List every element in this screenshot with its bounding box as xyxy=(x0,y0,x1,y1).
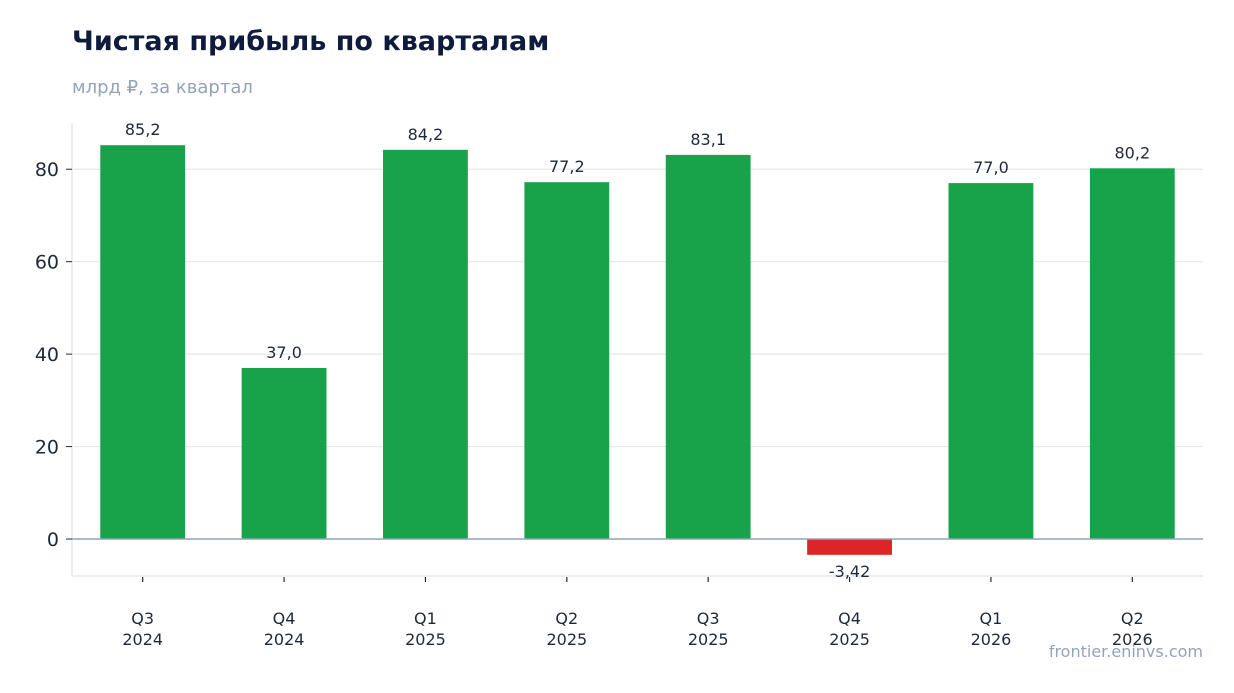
bar xyxy=(948,183,1034,540)
bar xyxy=(241,367,327,540)
x-tick-label-year: 2025 xyxy=(546,630,587,649)
x-tick-label-year: 2024 xyxy=(264,630,305,649)
bar xyxy=(100,145,186,540)
x-tick-label-year: 2024 xyxy=(122,630,163,649)
chart-subtitle: млрд ₽, за квартал xyxy=(72,77,253,98)
data-label: 84,2 xyxy=(408,125,444,144)
bar xyxy=(665,154,751,540)
y-tick-label: 40 xyxy=(35,344,59,366)
data-label: 77,2 xyxy=(549,157,585,176)
y-tick-label: 80 xyxy=(35,159,59,181)
x-tick-label-quarter: Q1 xyxy=(980,609,1003,628)
x-tick-label-quarter: Q4 xyxy=(838,609,861,628)
x-tick-label-year: 2026 xyxy=(971,630,1012,649)
data-label: 80,2 xyxy=(1115,143,1151,162)
bar xyxy=(383,149,468,540)
data-label: 37,0 xyxy=(266,343,302,362)
data-label: -3,42 xyxy=(829,562,870,581)
y-tick-label: 0 xyxy=(47,529,59,551)
x-tick-label-quarter: Q1 xyxy=(414,609,437,628)
x-tick-label-quarter: Q2 xyxy=(1121,609,1144,628)
bar xyxy=(807,539,892,555)
data-label: 83,1 xyxy=(690,130,726,149)
data-label: 85,2 xyxy=(125,120,161,139)
y-tick-label: 20 xyxy=(35,437,59,459)
source-credit: frontier.eninvs.com xyxy=(1048,642,1203,661)
bar xyxy=(1089,168,1175,540)
x-tick-label-year: 2025 xyxy=(688,630,729,649)
chart-title: Чистая прибыль по кварталам xyxy=(72,26,550,57)
x-tick-label-quarter: Q3 xyxy=(697,609,720,628)
x-tick-label-year: 2026 xyxy=(1112,630,1153,649)
bar xyxy=(524,182,610,540)
x-tick-label-quarter: Q2 xyxy=(555,609,578,628)
x-tick-label-quarter: Q4 xyxy=(273,609,296,628)
y-tick-label: 60 xyxy=(35,252,59,274)
data-label: 77,0 xyxy=(973,158,1009,177)
x-tick-label-quarter: Q3 xyxy=(131,609,154,628)
x-tick-label-year: 2025 xyxy=(829,630,870,649)
x-tick-label-year: 2025 xyxy=(405,630,446,649)
